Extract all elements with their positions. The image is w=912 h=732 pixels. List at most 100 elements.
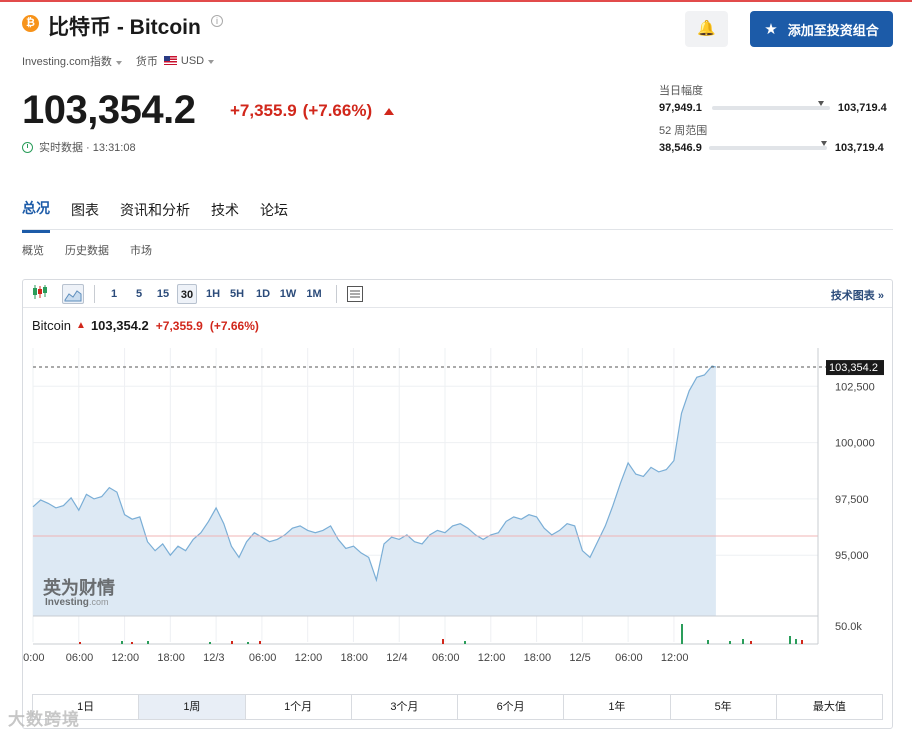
exchange-label: Investing.com指数 <box>22 56 112 68</box>
add-alert-button[interactable]: 🔔 <box>685 11 728 47</box>
volume-bar <box>801 640 803 644</box>
area-chart-button[interactable] <box>62 284 84 304</box>
tab-overview[interactable]: 总况 <box>22 198 50 233</box>
logo-watermark-com: .com <box>89 597 109 607</box>
day-range: 当日幅度 97,949.1 103,719.4 <box>659 82 893 114</box>
chart-settings-button[interactable] <box>345 284 365 304</box>
week52-range-high: 103,719.4 <box>834 142 884 154</box>
technical-chart-link[interactable]: 技术图表 » <box>830 290 884 302</box>
area-chart-icon <box>64 290 82 302</box>
price-change: +7,355.9 (+7.66%) <box>230 101 395 121</box>
add-to-portfolio-label: 添加至投资组合 <box>787 22 879 38</box>
toolbar-divider <box>336 285 337 303</box>
us-flag-icon <box>163 56 177 65</box>
page-title: 比特币 - Bitcoin <box>48 16 201 39</box>
up-arrow-icon <box>384 107 395 115</box>
volume-bar <box>729 641 731 644</box>
main-tabs: 总况 图表 资讯和分析 技术 论坛 <box>22 198 309 233</box>
interval-15[interactable]: 15 <box>156 288 170 300</box>
day-range-label: 当日幅度 <box>659 85 703 97</box>
range-marker-icon <box>817 101 824 106</box>
realtime-status: 实时数据 · 13:31:08 <box>22 139 136 155</box>
period-selector: 1日 1周 1个月 3个月 6个月 1年 5年 最大值 <box>32 694 883 720</box>
volume-bar <box>147 641 149 644</box>
x-tick-label: 12:00 <box>661 652 689 664</box>
week52-range-label: 52 周范围 <box>659 125 708 137</box>
day-range-low: 97,949.1 <box>659 102 702 114</box>
x-tick-label: 06:00 <box>432 652 460 664</box>
realtime-label: 实时数据 · 13:31:08 <box>39 142 136 154</box>
x-tick-label: 18:00 <box>340 652 368 664</box>
interval-1h[interactable]: 1H <box>205 288 221 300</box>
y-tick-label: 102,500 <box>835 381 875 393</box>
candlestick-icon <box>33 285 47 299</box>
currency-selector[interactable]: USD <box>163 55 222 67</box>
week52-range: 52 周范围 38,546.9 103,719.4 <box>659 122 893 154</box>
subtab-markets[interactable]: 市场 <box>130 245 152 257</box>
period-option[interactable]: 3个月 <box>352 695 458 719</box>
last-price: 103,354.2 <box>22 88 196 132</box>
y-tick-label: 100,000 <box>835 438 875 450</box>
tab-chart[interactable]: 图表 <box>71 201 99 218</box>
legend-value: 103,354.2 <box>90 318 149 333</box>
period-option[interactable]: 1日 <box>33 695 140 719</box>
interval-5h[interactable]: 5H <box>229 288 245 300</box>
watermark-text: 大数跨境 <box>8 710 80 729</box>
period-option[interactable]: 6个月 <box>458 695 565 719</box>
subtab-overview[interactable]: 概览 <box>22 245 44 257</box>
y-tick-label: 97,500 <box>835 494 869 506</box>
period-option[interactable]: 最大值 <box>812 701 846 713</box>
volume-bar <box>742 639 744 644</box>
tab-forum[interactable]: 论坛 <box>260 201 288 218</box>
price-chart[interactable]: 102,500 100,000 97,500 95,000 50.0k 103,354.2… <box>23 342 892 682</box>
interval-1m[interactable]: 1M <box>306 288 322 300</box>
subtab-historical-data[interactable]: 历史数据 <box>65 245 109 257</box>
x-tick-label: 12:00 <box>478 652 506 664</box>
interval-30[interactable]: 30 <box>177 284 197 304</box>
price-area <box>33 366 716 616</box>
period-option[interactable]: 1个月 <box>246 695 352 719</box>
interval-1[interactable]: 1 <box>110 288 118 300</box>
period-option[interactable]: 1年 <box>564 695 671 719</box>
y-tick-label: 95,000 <box>835 550 869 562</box>
tab-divider <box>22 229 893 230</box>
x-tick-label: 12:00 <box>295 652 323 664</box>
week52-range-bar <box>708 141 827 150</box>
current-price-tag <box>826 360 884 376</box>
x-tick-label: 06:00 <box>615 652 643 664</box>
current-price-label: 103,354.2 <box>829 362 878 374</box>
change-value: +7,355.9 <box>230 101 297 120</box>
legend-name: Bitcoin <box>32 318 72 333</box>
volume-bar <box>789 636 791 644</box>
info-icon[interactable]: i <box>211 15 223 27</box>
x-tick-label: 12/5 <box>569 652 590 664</box>
bell-icon: 🔔 <box>697 20 716 37</box>
exchange-selector[interactable]: Investing.com指数 <box>22 53 130 69</box>
volume-bar <box>79 642 81 644</box>
instrument-meta: Investing.com指数 货币 USD <box>22 53 222 69</box>
period-option[interactable]: 5年 <box>671 695 777 719</box>
volume-bar <box>209 642 211 644</box>
change-percent: (+7.66%) <box>302 101 373 120</box>
chevron-down-icon <box>208 60 215 64</box>
volume-bar <box>131 642 133 644</box>
x-tick-label: 12:00 <box>112 652 140 664</box>
currency-label: 货币 <box>135 56 158 68</box>
star-icon: ★ <box>764 21 778 38</box>
volume-bar <box>247 642 249 644</box>
tab-technical[interactable]: 技术 <box>211 201 239 218</box>
interval-1w[interactable]: 1W <box>279 288 297 300</box>
add-to-portfolio-button[interactable]: ★ 添加至投资组合 <box>750 11 893 47</box>
candlestick-chart-button[interactable] <box>29 284 51 304</box>
up-arrow-icon: ▲ <box>76 320 86 331</box>
volume-bar <box>795 639 797 644</box>
x-tick-label: 06:00 <box>66 652 94 664</box>
volume-bar <box>231 641 233 644</box>
interval-5[interactable]: 5 <box>135 288 143 300</box>
chart-legend: Bitcoin ▲ 103,354.2 +7,355.9 (+7.66%) <box>32 318 259 333</box>
x-tick-label: 00:00 <box>23 652 45 664</box>
period-option[interactable]: 1周 <box>139 695 246 719</box>
interval-1d[interactable]: 1D <box>255 288 271 300</box>
chevron-down-icon <box>115 61 122 65</box>
tab-news-analysis[interactable]: 资讯和分析 <box>120 201 190 218</box>
